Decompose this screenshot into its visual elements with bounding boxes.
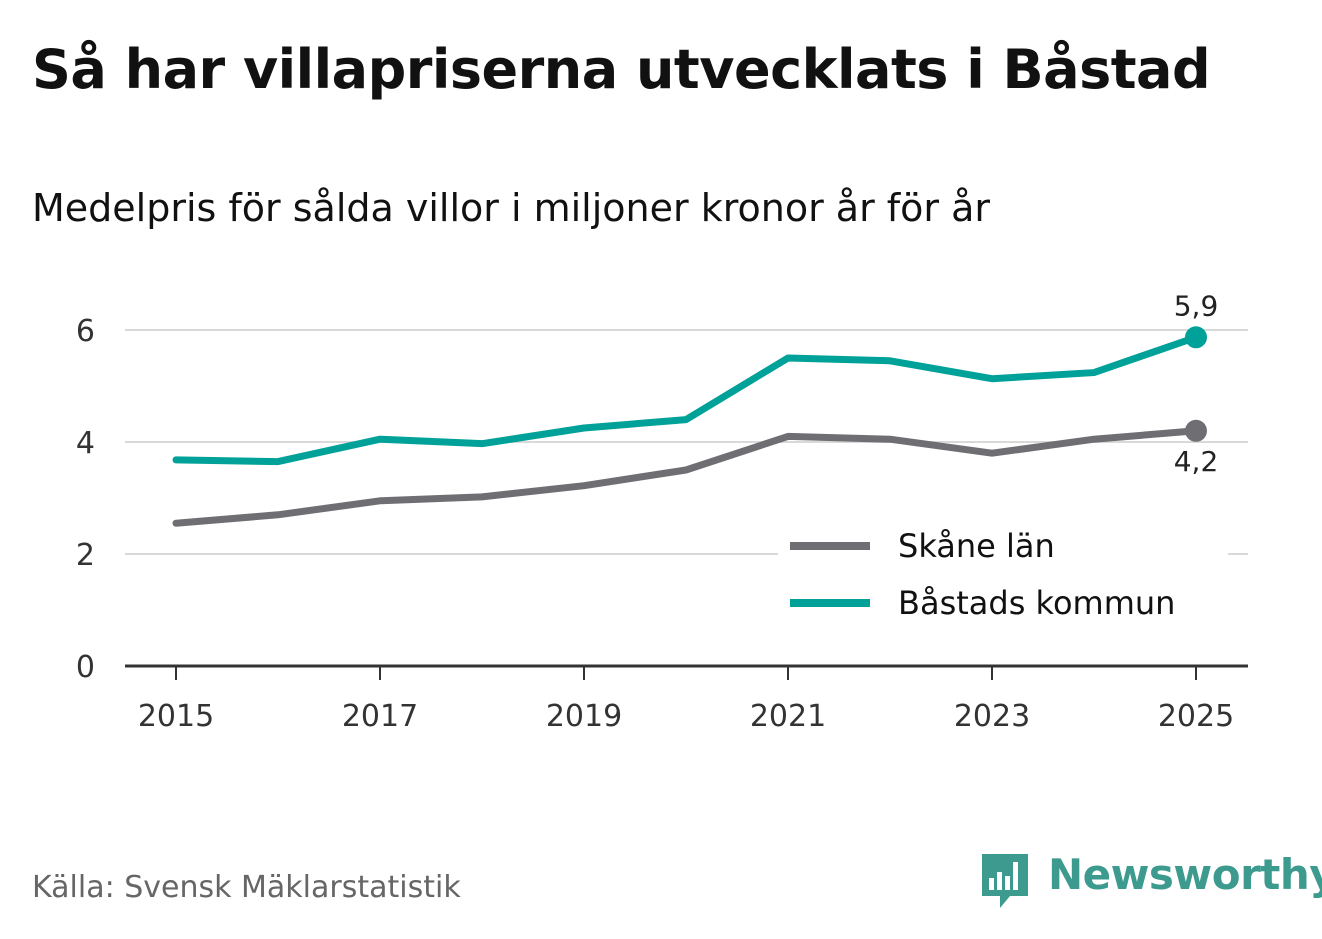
end-value-label-1: 5,9 xyxy=(1174,289,1219,322)
chart-title: Så har villapriserna utvecklats i Båstad xyxy=(32,38,1211,101)
y-tick-label-2: 2 xyxy=(76,538,95,573)
series-line-0[interactable] xyxy=(172,427,1200,527)
legend-label-1[interactable]: Båstads kommun xyxy=(898,584,1175,622)
y-tick-label-0: 0 xyxy=(76,650,95,685)
series-line-1[interactable] xyxy=(172,333,1200,466)
x-tick-label-2019: 2019 xyxy=(546,699,622,734)
line-chart: 0 2 4 6 2015 2017 2019 2021 2023 2025 Skåne län Bå… xyxy=(76,289,1248,734)
axes: 0 2 4 6 2015 2017 2019 2021 2023 2025 xyxy=(76,314,1248,734)
x-tick-label-2015: 2015 xyxy=(138,699,214,734)
series-end-point-0[interactable] xyxy=(1185,419,1207,442)
x-tick-label-2017: 2017 xyxy=(342,699,418,734)
legend-label-0[interactable]: Skåne län xyxy=(898,527,1055,565)
y-tick-label-4: 4 xyxy=(76,426,95,461)
source-note: Källa: Svensk Mäklarstatistik xyxy=(32,870,461,905)
x-tick-label-2021: 2021 xyxy=(750,699,826,734)
series xyxy=(172,326,1207,527)
value-labels: 4,2 5,9 xyxy=(1174,289,1219,478)
brand[interactable]: Newsworthy xyxy=(980,850,1322,912)
end-value-label-0: 4,2 xyxy=(1174,445,1219,478)
x-tick-label-2025: 2025 xyxy=(1158,699,1234,734)
x-tick-label-2023: 2023 xyxy=(954,699,1030,734)
newsworthy-logo-icon xyxy=(982,854,1028,908)
legend: Skåne län Båstads kommun xyxy=(778,518,1228,638)
series-end-point-1[interactable] xyxy=(1185,326,1207,349)
chart-subtitle: Medelpris för sålda villor i miljoner kr… xyxy=(32,186,991,230)
y-tick-label-6: 6 xyxy=(76,314,95,349)
legend-background xyxy=(778,518,1228,638)
brand-name: Newsworthy xyxy=(1048,850,1322,899)
